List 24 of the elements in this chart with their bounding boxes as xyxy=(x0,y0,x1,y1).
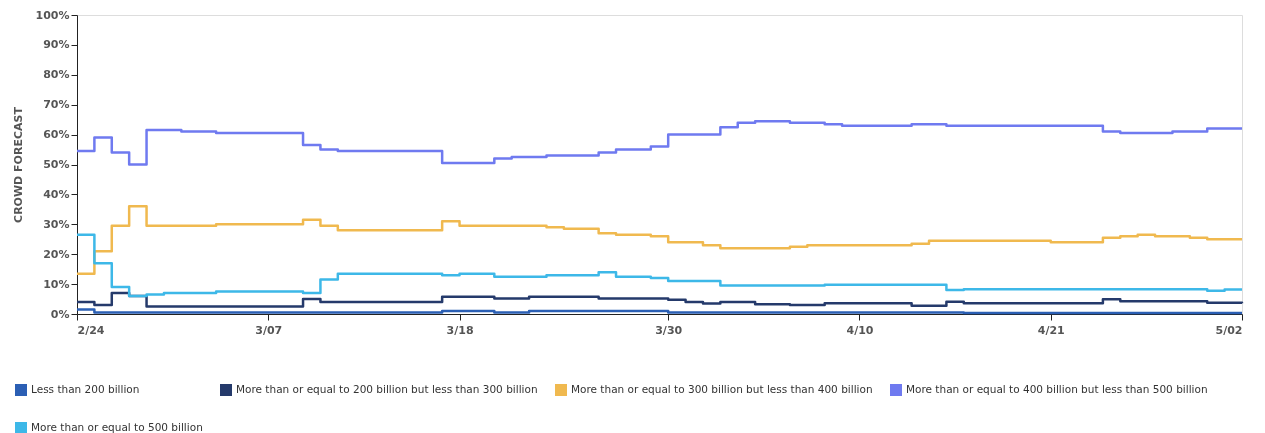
y-tick-label: 80% xyxy=(43,68,70,82)
legend-label: Less than 200 billion xyxy=(31,383,140,395)
x-tick-label: 4/10 xyxy=(846,323,874,337)
y-tick-label: 100% xyxy=(35,8,70,22)
legend-label: More than or equal to 200 billion but less than 300 billion xyxy=(236,383,538,395)
legend-label: More than or equal to 400 billion but less than 500 billion xyxy=(906,383,1208,395)
x-tick-label: 2/24 xyxy=(77,323,105,337)
y-tick-label: 50% xyxy=(43,158,70,171)
y-tick-label: 70% xyxy=(43,98,70,112)
y-tick-label: 30% xyxy=(43,217,70,231)
x-tick-label: 3/07 xyxy=(255,323,283,337)
y-tick-label: 10% xyxy=(43,277,70,291)
y-tick-label: 40% xyxy=(43,187,70,201)
legend-label: More than or equal to 500 billion xyxy=(31,421,203,433)
y-tick-label: 90% xyxy=(43,38,70,52)
legend-label: More than or equal to 300 billion but less than 400 billion xyxy=(571,383,873,395)
x-tick-label: 3/18 xyxy=(446,323,474,337)
x-tick-label: 5/02 xyxy=(1215,323,1243,337)
x-tick-label: 3/30 xyxy=(655,323,683,337)
y-tick-label: 60% xyxy=(43,128,70,142)
y-tick-label: 0% xyxy=(50,307,70,321)
y-tick-label: 20% xyxy=(43,247,70,261)
y-axis-title: CROWD FORECAST xyxy=(11,106,25,223)
x-tick-label: 4/21 xyxy=(1037,323,1065,337)
